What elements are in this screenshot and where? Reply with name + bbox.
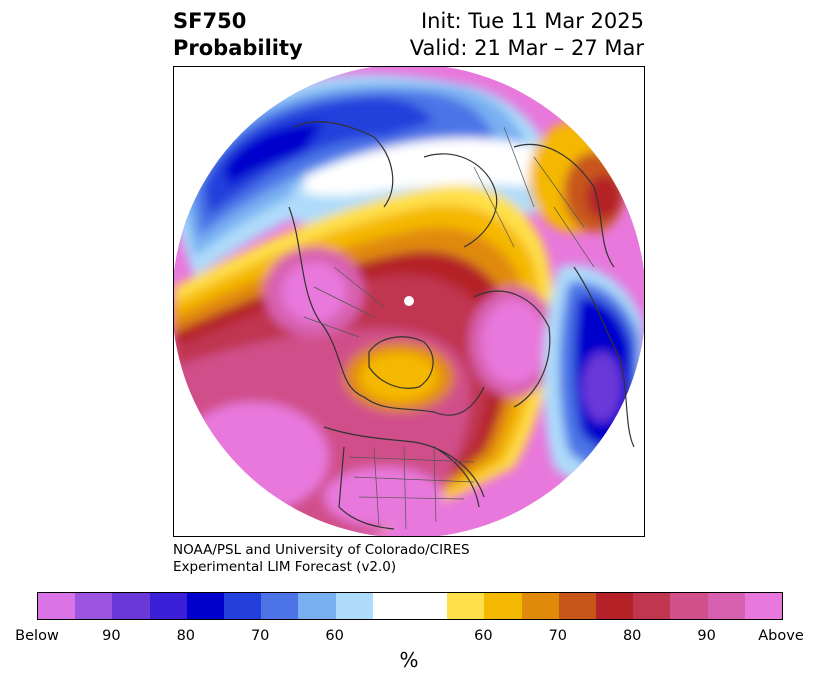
colorbar-swatch <box>335 593 373 619</box>
map-title: SF750 Probability <box>173 8 303 62</box>
colorbar-swatch <box>484 593 522 619</box>
colorbar-swatch <box>596 593 634 619</box>
colorbar-swatch <box>447 593 485 619</box>
forecast-dates: Init: Tue 11 Mar 2025 Valid: 21 Mar – 27… <box>410 8 644 62</box>
polar-stereographic-map <box>174 67 644 536</box>
credit-line-1: NOAA/PSL and University of Colorado/CIRE… <box>173 542 470 558</box>
colorbar-tick-label: 70 <box>250 628 270 644</box>
map-panel <box>173 66 645 537</box>
colorbar-tick-label: Below <box>15 628 59 644</box>
colorbar-tick-label: 90 <box>102 628 121 644</box>
colorbar-swatch <box>633 593 671 619</box>
colorbar-swatch <box>744 593 783 619</box>
coastlines <box>288 121 635 530</box>
colorbar-swatch <box>372 593 411 619</box>
colorbar-swatch <box>410 593 448 619</box>
colorbar <box>37 592 783 620</box>
colorbar-tick-label: 60 <box>474 628 493 644</box>
colorbar-swatch <box>149 593 187 619</box>
colorbar-tick-label: 80 <box>622 628 642 644</box>
colorbar-swatch <box>521 593 559 619</box>
colorbar-swatch <box>186 593 225 619</box>
valid-range: Valid: 21 Mar – 27 Mar <box>409 36 644 60</box>
colorbar-swatch <box>75 593 113 619</box>
init-date: Init: Tue 11 Mar 2025 <box>420 9 644 33</box>
colorbar-swatch <box>261 593 299 619</box>
colorbar-tick-label: 80 <box>176 628 196 644</box>
colorbar-swatch <box>112 593 150 619</box>
subtitle-label: Probability <box>173 36 303 60</box>
variable-label: SF750 <box>173 9 247 33</box>
colorbar-swatch <box>558 593 597 619</box>
credit-line-2: Experimental LIM Forecast (v2.0) <box>173 559 397 575</box>
colorbar-swatch <box>38 593 76 619</box>
political-borders <box>303 126 595 530</box>
north-pole-marker <box>404 296 414 306</box>
probability-field <box>174 67 644 536</box>
colorbar-swatch <box>298 593 336 619</box>
colorbar-tick-label: Above <box>758 628 804 644</box>
colorbar-swatch <box>670 593 708 619</box>
colorbar-swatch <box>707 593 745 619</box>
colorbar-unit: % <box>399 648 419 672</box>
credit-text: NOAA/PSL and University of Colorado/CIRE… <box>173 542 470 576</box>
colorbar-tick-label: 90 <box>697 628 716 644</box>
colorbar-tick-label: 60 <box>325 628 344 644</box>
colorbar-swatch <box>224 593 262 619</box>
colorbar-tick-label: 70 <box>548 628 568 644</box>
